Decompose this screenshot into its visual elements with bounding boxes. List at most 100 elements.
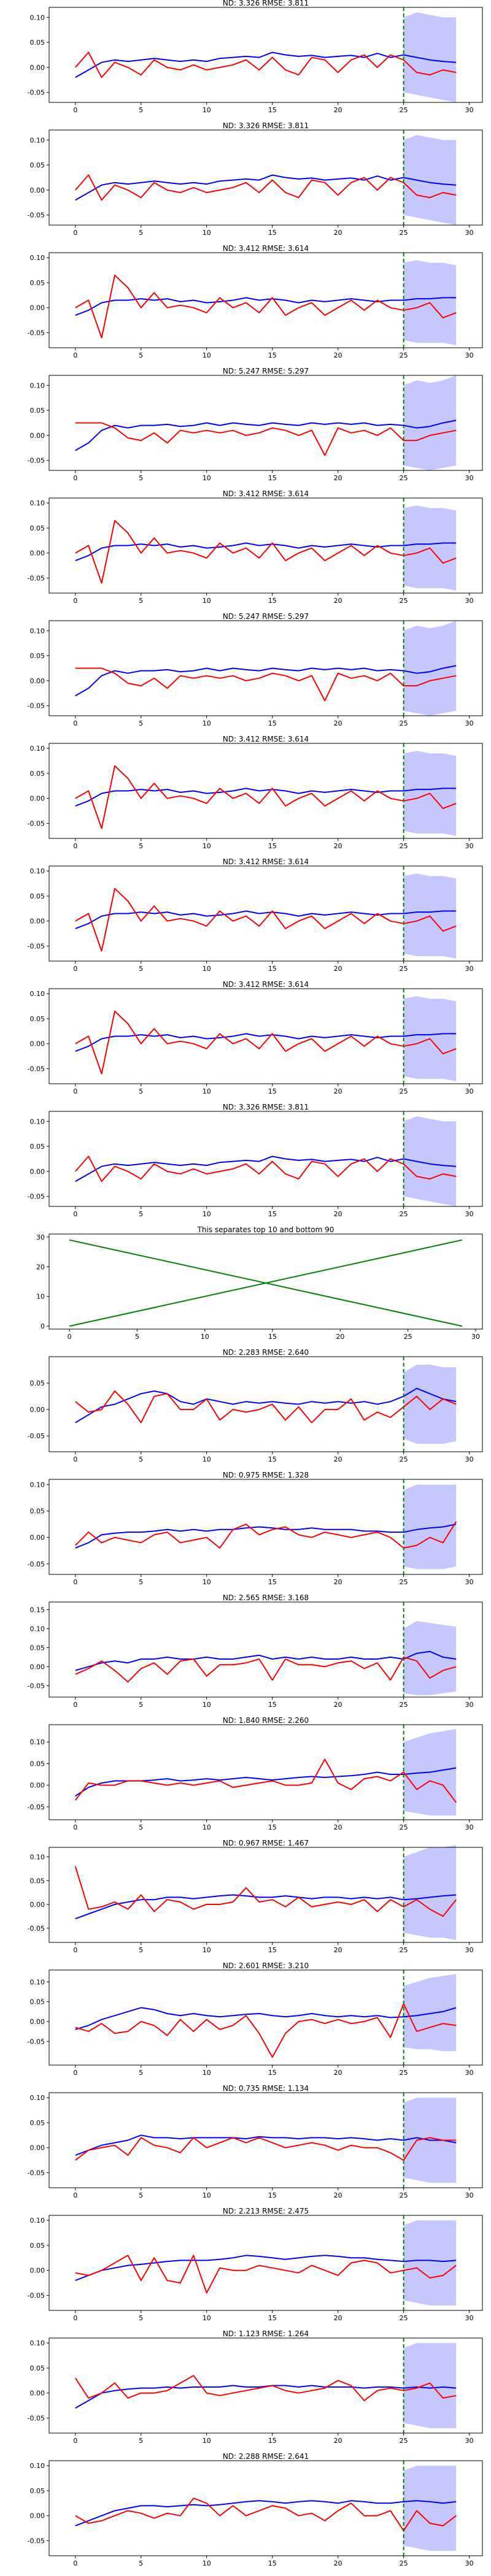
plot-frame bbox=[48, 1601, 483, 1698]
x-tick-label: 30 bbox=[465, 842, 474, 850]
y-tick-label: 0.05 bbox=[30, 1508, 45, 1516]
series-line-2 bbox=[75, 1656, 457, 1683]
x-tick-label: 25 bbox=[400, 2191, 408, 2199]
chart-title: ND: 3.326 RMSE: 3.811 bbox=[223, 1103, 309, 1111]
y-tick-label: 0.10 bbox=[30, 2094, 45, 2102]
chart-panel-6: ND: 5.247 RMSE: 5.297 -0.05 0.00 0.05 0.10 0 5… bbox=[28, 612, 483, 727]
chart-panel-15: ND: 1.840 RMSE: 2.260 -0.05 0.00 0.05 0.10 0 5… bbox=[28, 1716, 483, 1831]
series-line-2 bbox=[74, 2375, 457, 2401]
x-tick-label: 20 bbox=[334, 106, 342, 114]
x-tick-label: 25 bbox=[400, 2559, 408, 2567]
y-tick-label: 0.00 bbox=[30, 432, 45, 440]
y-tick-label: 0.10 bbox=[30, 2339, 45, 2347]
series-line-1 bbox=[75, 788, 457, 807]
y-tick-label: 0.05 bbox=[30, 524, 45, 532]
y-tick-label: 10 bbox=[36, 1293, 45, 1301]
x-tick-label: 30 bbox=[465, 1087, 474, 1095]
x-tick-label: 20 bbox=[334, 229, 342, 237]
prediction-interval-band bbox=[403, 135, 457, 225]
x-tick-label: 20 bbox=[334, 2314, 342, 2322]
plot-frame bbox=[48, 1969, 483, 2066]
y-tick-label: 0.00 bbox=[30, 1406, 45, 1414]
series-line-1 bbox=[75, 542, 457, 561]
y-tick-label: 0.10 bbox=[30, 745, 45, 753]
x-tick-label: 10 bbox=[203, 351, 211, 359]
y-tick-label: 0.05 bbox=[30, 1877, 45, 1885]
x-tick-label: 0 bbox=[73, 2437, 77, 2445]
chart-panel-12: ND: 2.283 RMSE: 2.640 -0.05 0.00 0.05 0 5 10 15… bbox=[28, 1348, 483, 1463]
plot-frame bbox=[48, 2092, 483, 2188]
y-tick-label: -0.05 bbox=[28, 2415, 45, 2423]
series-line-1 bbox=[75, 52, 457, 79]
y-tick-label: 0.05 bbox=[30, 2487, 45, 2495]
series-line-2 bbox=[75, 2497, 457, 2532]
x-tick-label: 0 bbox=[73, 2191, 77, 2199]
x-tick-label: 5 bbox=[139, 229, 143, 237]
y-tick-label: 0.00 bbox=[30, 550, 45, 558]
x-tick-label: 15 bbox=[268, 2559, 277, 2567]
x-tick-label: 25 bbox=[400, 351, 408, 359]
x-tick-label: 30 bbox=[465, 719, 474, 727]
prediction-interval-band bbox=[403, 2220, 457, 2306]
y-tick-label: 0.00 bbox=[30, 1040, 45, 1048]
series-line-2 bbox=[75, 174, 457, 201]
x-tick-label: 20 bbox=[334, 2559, 342, 2567]
y-tick-label: 0.10 bbox=[30, 1117, 45, 1125]
chart-title: ND: 2.213 RMSE: 2.475 bbox=[223, 2207, 309, 2215]
x-tick-label: 30 bbox=[465, 1210, 474, 1218]
x-tick-label: 20 bbox=[334, 1455, 342, 1463]
x-tick-label: 20 bbox=[334, 474, 342, 482]
chart-panel-3: ND: 3.412 RMSE: 3.614 -0.05 0.00 0.05 0.10 0 5… bbox=[28, 244, 483, 359]
y-tick-label: -0.05 bbox=[28, 575, 45, 583]
x-tick-label: 30 bbox=[465, 1946, 474, 1954]
x-tick-label: 15 bbox=[268, 351, 277, 359]
plot-frame bbox=[48, 1479, 483, 1575]
series-line-1 bbox=[75, 2500, 457, 2527]
x-tick-label: 30 bbox=[471, 1333, 480, 1341]
prediction-interval-band bbox=[403, 621, 457, 716]
y-tick-label: 0.10 bbox=[30, 1625, 45, 1633]
y-tick-label: 20 bbox=[36, 1263, 45, 1271]
y-tick-label: 0.05 bbox=[30, 2364, 45, 2372]
chart-panel-17: ND: 2.601 RMSE: 3.210 -0.05 0.00 0.05 0.10 0 5… bbox=[28, 1961, 483, 2077]
x-tick-label: 5 bbox=[139, 1946, 143, 1954]
prediction-interval-band bbox=[403, 375, 457, 470]
x-tick-label: 5 bbox=[135, 1333, 139, 1341]
x-tick-label: 5 bbox=[139, 1823, 143, 1831]
x-tick-label: 15 bbox=[268, 842, 277, 850]
y-tick-label: 0.10 bbox=[30, 867, 45, 875]
x-tick-label: 20 bbox=[336, 1333, 344, 1341]
series-line-2 bbox=[75, 667, 457, 702]
x-tick-label: 20 bbox=[334, 719, 342, 727]
series-line-1 bbox=[75, 1524, 457, 1549]
y-tick-label: -0.05 bbox=[28, 1560, 45, 1568]
x-tick-label: 30 bbox=[465, 1455, 474, 1463]
x-tick-label: 25 bbox=[400, 1455, 408, 1463]
x-tick-label: 10 bbox=[203, 229, 211, 237]
chart-title: ND: 3.326 RMSE: 3.811 bbox=[223, 121, 309, 130]
y-tick-label: 0.05 bbox=[30, 2242, 45, 2250]
x-tick-label: 15 bbox=[268, 1455, 277, 1463]
prediction-interval-band bbox=[403, 1974, 457, 2052]
x-tick-label: 5 bbox=[139, 597, 143, 605]
plot-frame bbox=[48, 7, 483, 103]
x-tick-label: 0 bbox=[73, 2314, 77, 2322]
x-tick-label: 25 bbox=[400, 229, 408, 237]
x-tick-label: 15 bbox=[268, 2191, 277, 2199]
y-tick-label: 0.10 bbox=[30, 2217, 45, 2225]
x-tick-label: 10 bbox=[203, 474, 211, 482]
y-tick-label: 0.15 bbox=[30, 1606, 45, 1614]
x-tick-label: 25 bbox=[400, 1946, 408, 1954]
chart-title: ND: 1.840 RMSE: 2.260 bbox=[223, 1716, 309, 1725]
y-tick-label: 0.00 bbox=[30, 918, 45, 926]
x-tick-label: 10 bbox=[203, 842, 211, 850]
chart-panel-4: ND: 5.247 RMSE: 5.297 -0.05 0.00 0.05 0.10 0 5… bbox=[28, 367, 483, 482]
x-tick-label: 5 bbox=[139, 106, 143, 114]
y-tick-label: 0.00 bbox=[30, 2144, 45, 2152]
series-line-2 bbox=[75, 887, 457, 952]
x-tick-label: 25 bbox=[400, 842, 408, 850]
x-tick-label: 10 bbox=[203, 2314, 211, 2322]
series-line-2 bbox=[75, 274, 457, 339]
x-tick-label: 30 bbox=[465, 965, 474, 973]
x-tick-label: 30 bbox=[465, 2437, 474, 2445]
